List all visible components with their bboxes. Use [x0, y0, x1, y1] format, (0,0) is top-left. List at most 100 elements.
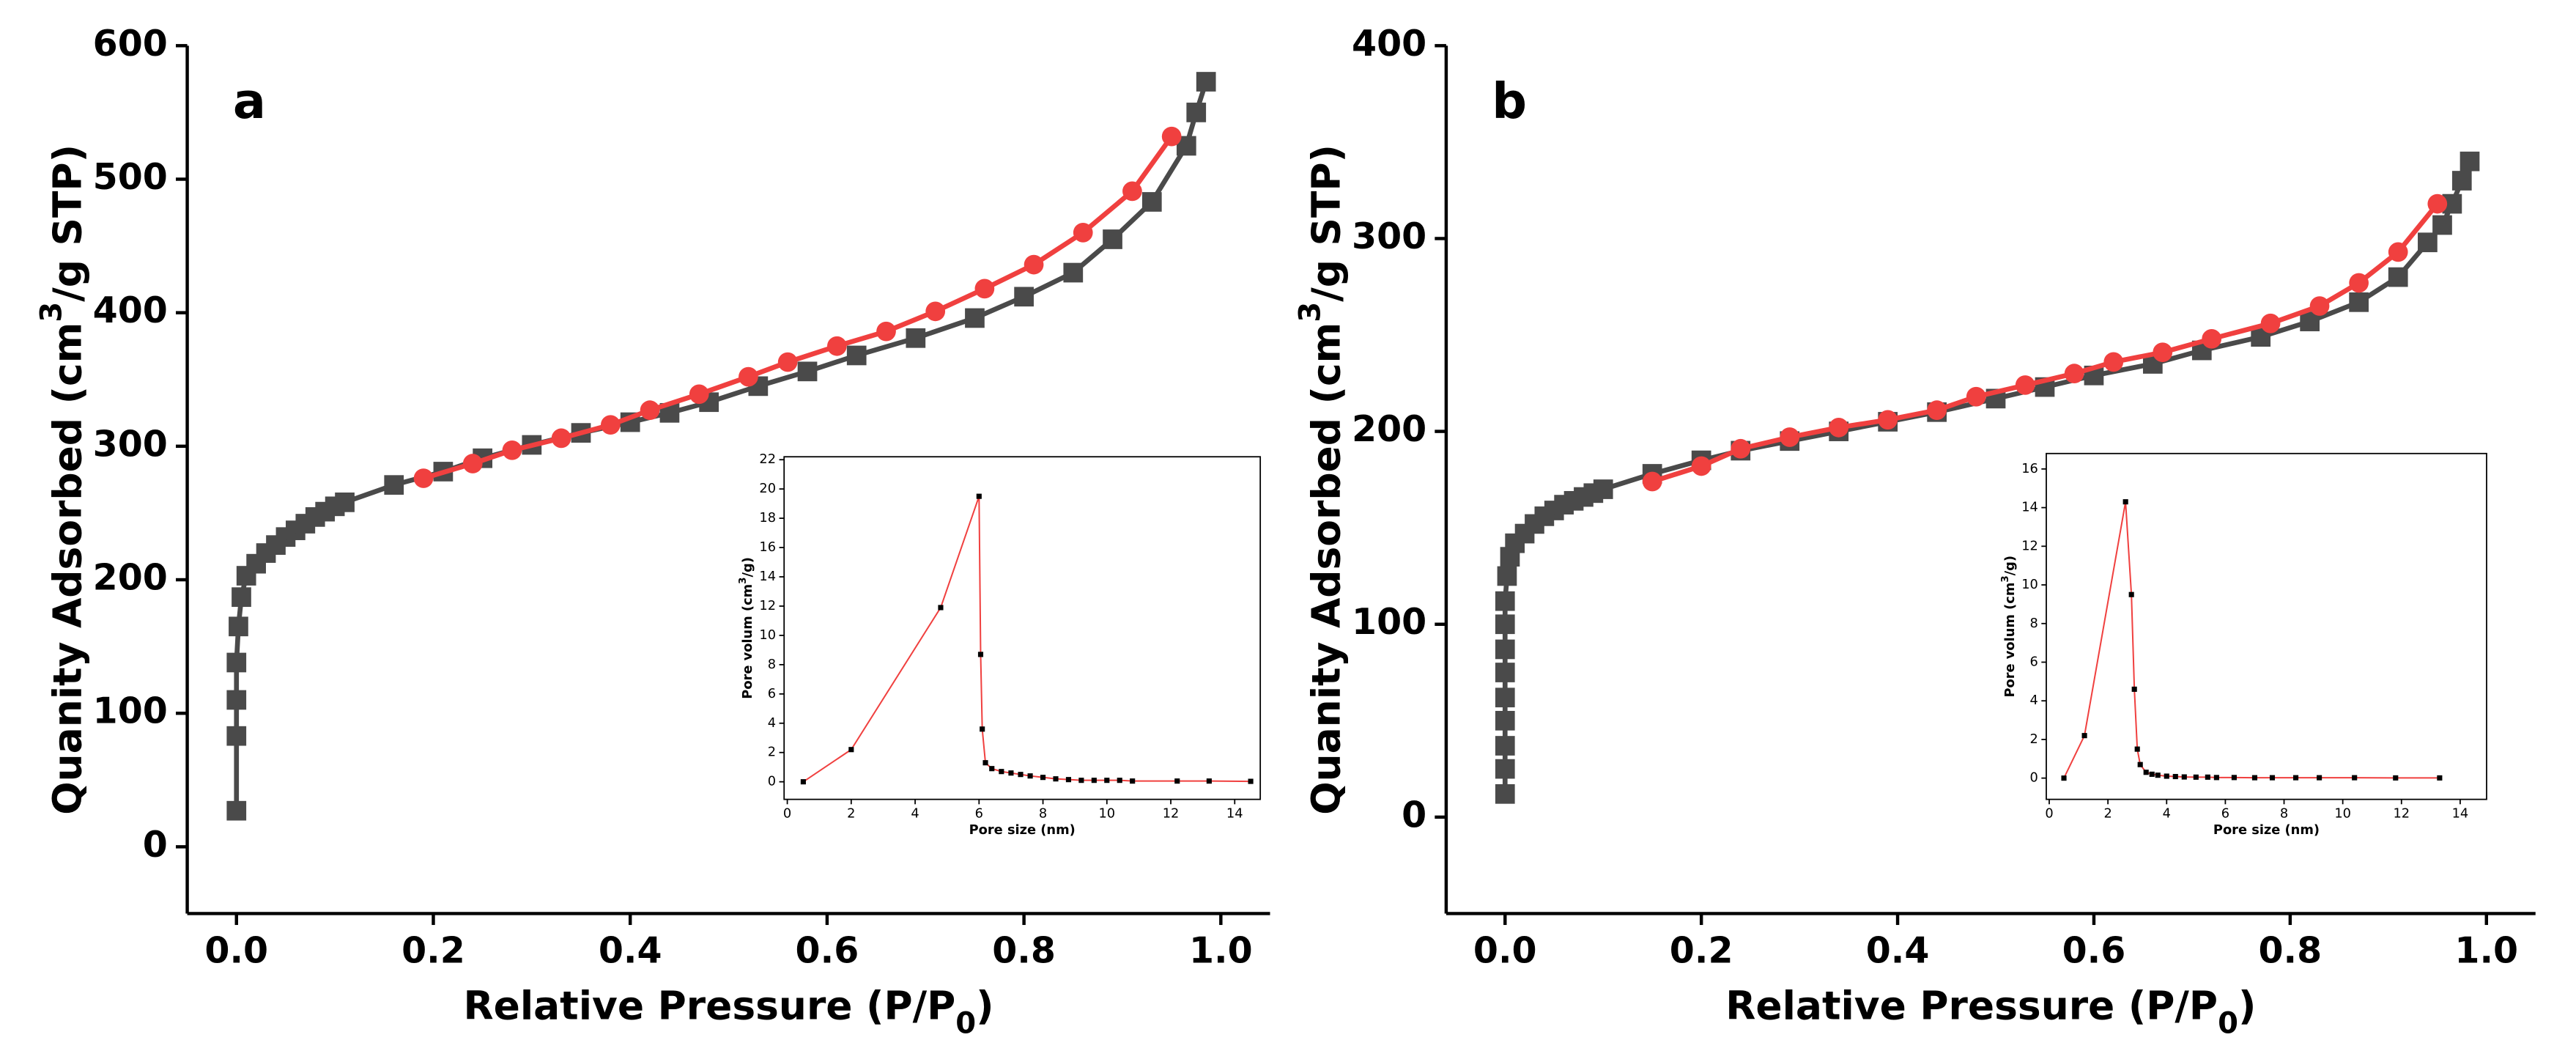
data-point: [976, 493, 982, 499]
x-tick-label: 8: [2280, 806, 2288, 822]
x-tick-label: 12: [1163, 806, 1180, 822]
data-point: [1495, 710, 1515, 731]
y-tick-label: 6: [2030, 654, 2038, 669]
data-point: [413, 468, 434, 488]
y-tick-label: 0: [2030, 770, 2038, 786]
data-point: [384, 475, 404, 495]
y-tick-label: 8: [2030, 616, 2038, 631]
series-line: [423, 135, 1174, 481]
data-point: [2269, 775, 2276, 781]
y-tick-label: 18: [759, 510, 776, 526]
x-axis-label: Pore size (nm): [2213, 822, 2320, 838]
data-point: [925, 301, 946, 322]
data-point: [1495, 614, 1515, 635]
data-point: [2064, 364, 2084, 384]
data-point: [226, 690, 247, 710]
data-point: [2149, 771, 2155, 777]
data-point: [1174, 778, 1180, 784]
series-line: [1651, 202, 2440, 484]
data-point: [938, 605, 944, 611]
x-axis-label-part: ): [976, 982, 993, 1028]
data-point: [1495, 783, 1515, 804]
data-point: [1495, 591, 1515, 611]
x-axis-label-part: Relative Pressure (P/P: [1725, 982, 2218, 1028]
y-axis-label-part: 3: [34, 302, 68, 322]
y-tick-label: 6: [768, 686, 776, 701]
y-tick-label: 12: [759, 598, 776, 613]
data-point: [2349, 292, 2369, 312]
x-tick-label: 0.8: [992, 929, 1056, 971]
data-point: [1024, 254, 1044, 275]
data-point: [980, 726, 985, 732]
data-point: [1196, 72, 1216, 92]
y-axis-label-part: /g STP): [1303, 144, 1349, 302]
data-point: [1731, 438, 1751, 459]
data-point: [1495, 736, 1515, 756]
x-tick-label: 2: [847, 806, 855, 822]
y-axis-label-part: /g): [740, 557, 755, 577]
data-point: [226, 800, 247, 821]
data-point: [1063, 262, 1084, 283]
y-axis-label: Quanity Adsorbed (cm3/g STP): [34, 144, 90, 815]
data-point: [462, 454, 483, 473]
data-point: [1927, 400, 1947, 421]
data-point: [989, 766, 995, 772]
x-axis-label: Relative Pressure (P/P0): [463, 982, 993, 1040]
data-point: [2202, 328, 2222, 349]
panel-label: a: [233, 73, 266, 130]
y-tick-label: 10: [759, 627, 776, 643]
data-point: [974, 279, 995, 299]
data-point: [600, 415, 621, 435]
y-tick-label: 14: [759, 569, 776, 584]
data-point: [848, 747, 854, 753]
data-point: [1495, 663, 1515, 682]
data-point: [1073, 223, 1093, 243]
data-point: [1065, 777, 1072, 783]
data-point: [2352, 775, 2358, 781]
data-point: [999, 769, 1004, 775]
data-point: [1130, 778, 1136, 784]
x-axis-label: Relative Pressure (P/P0): [1725, 982, 2256, 1040]
data-point: [2451, 171, 2472, 191]
data-point: [226, 652, 247, 673]
y-axis-label-part: Quanity Adsorbed (cm: [44, 322, 90, 815]
data-point: [846, 345, 867, 366]
data-point: [2128, 591, 2134, 597]
y-tick-label: 20: [759, 481, 776, 496]
data-point: [1078, 778, 1084, 783]
y-tick-label: 200: [1352, 408, 1426, 450]
y-tick-label: 100: [1352, 601, 1426, 643]
data-point: [2155, 772, 2161, 778]
x-tick-label: 10: [1098, 806, 1115, 822]
y-tick-label: 4: [768, 715, 776, 731]
data-point: [2081, 733, 2087, 739]
x-tick-label: 1.0: [1189, 929, 1253, 971]
x-tick-label: 10: [2334, 806, 2351, 822]
data-point: [1780, 427, 1800, 447]
y-tick-label: 600: [93, 23, 168, 64]
y-tick-label: 8: [768, 657, 776, 672]
data-point: [1040, 775, 1046, 781]
data-point: [2103, 352, 2124, 372]
y-tick-label: 4: [2030, 693, 2038, 708]
data-point: [1495, 759, 1515, 779]
data-point: [800, 779, 806, 785]
data-point: [2213, 775, 2219, 781]
x-axis-label: Pore size (nm): [969, 822, 1076, 838]
data-point: [502, 440, 522, 460]
y-tick-label: 400: [93, 290, 168, 331]
y-tick-label: 200: [93, 557, 168, 599]
y-tick-label: 500: [93, 156, 168, 198]
data-point: [229, 616, 248, 637]
x-tick-label: 0.4: [599, 929, 662, 971]
data-point: [965, 308, 985, 328]
x-tick-label: 0.0: [204, 929, 268, 971]
y-axis-label-part: Pore volum (cm: [2002, 583, 2018, 698]
data-point: [2260, 313, 2281, 333]
y-tick-label: 10: [2021, 577, 2038, 592]
data-point: [1091, 778, 1097, 783]
x-tick-label: 4: [2163, 806, 2171, 822]
y-tick-label: 0: [143, 824, 168, 866]
data-point: [2292, 775, 2299, 781]
x-tick-label: 0: [2045, 806, 2053, 822]
